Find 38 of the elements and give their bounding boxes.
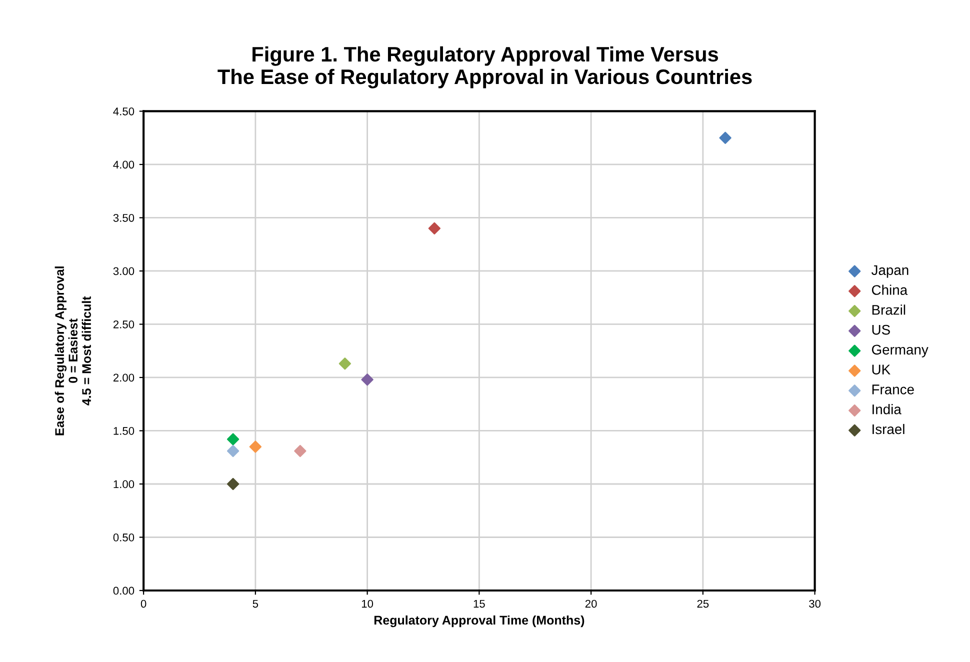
chart-title: Figure 1. The Regulatory Approval Time Versus The Ease of Regulatory Approval in Various Countries [218, 46, 752, 88]
legend-label: Brazil [872, 304, 906, 315]
legend-label: US [872, 324, 890, 335]
legend-label: France [872, 384, 914, 394]
legend-label: UK [872, 364, 890, 374]
point [226, 433, 240, 446]
legend-label: Israel [872, 424, 904, 434]
legend-label: Germany [872, 344, 928, 358]
x-tick-label: 30 [809, 600, 821, 608]
point [249, 440, 262, 453]
legend-label: India [872, 404, 902, 414]
point [226, 478, 240, 490]
y-tick-label: 3.00 [113, 267, 134, 276]
point [338, 358, 352, 370]
y-tick-label: 2.50 [113, 320, 134, 328]
y-tick-label: 0.00 [113, 586, 134, 595]
x-tick-label: 20 [585, 600, 597, 608]
x-tick-label: 5 [252, 600, 258, 608]
point [294, 444, 306, 458]
y-tick-label: 1.50 [114, 427, 134, 435]
x-axis-title: Regulatory Approval Time (Months) [374, 615, 584, 628]
point [226, 444, 240, 458]
x-tick-label: 25 [697, 600, 709, 608]
x-tick-label: 10 [362, 600, 374, 608]
legend-label: Japan [871, 265, 908, 278]
x-tick-label: 15 [474, 600, 485, 608]
point [428, 222, 441, 234]
legend-label: China [872, 284, 908, 295]
y-tick-label: 1.00 [114, 480, 134, 488]
point [361, 374, 374, 386]
point [719, 132, 732, 144]
y-tick-label: 0.50 [113, 534, 134, 542]
y-tick-label: 2.00 [113, 374, 134, 382]
y-tick-label: 4.50 [113, 107, 134, 116]
x-tick-label: 0 [140, 600, 146, 608]
y-tick-label: 4.00 [113, 160, 134, 169]
y-tick-label: 3.50 [113, 214, 134, 222]
y-axis-title: Ease of Regulatory Approval 0 = Easiest 4.5 = Most difficult [54, 266, 91, 436]
